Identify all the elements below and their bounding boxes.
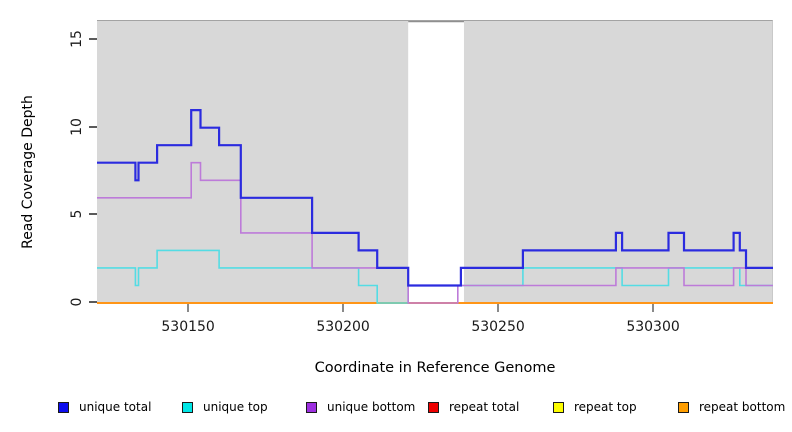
- y-tick-label: 0: [69, 297, 85, 307]
- legend-label: unique top: [203, 400, 268, 414]
- y-axis-label: Read Coverage Depth: [20, 95, 36, 249]
- legend-swatch-repeat-total: [428, 401, 439, 413]
- x-tick-mark: [342, 304, 345, 312]
- legend-label: repeat top: [574, 400, 637, 414]
- legend-swatch-unique-top: [182, 401, 193, 413]
- x-tick-label: 530250: [471, 319, 525, 335]
- x-tick-label: 530150: [161, 319, 215, 335]
- y-tick-mark: [89, 213, 97, 216]
- y-tick-label: 10: [69, 117, 85, 136]
- chart-svg: [97, 21, 773, 304]
- x-tick-label: 530200: [316, 319, 370, 335]
- x-tick-mark: [652, 304, 655, 312]
- legend-item-unique-top: unique top: [182, 399, 268, 415]
- legend-label: unique bottom: [327, 400, 416, 414]
- plot-panel: [97, 20, 773, 304]
- series-line-unique-bottom: [97, 161, 773, 304]
- masked-region-band: [408, 21, 464, 304]
- legend-swatch-repeat-top: [553, 401, 564, 413]
- legend-swatch-unique-total: [58, 401, 69, 413]
- series-line-unique-total: [97, 109, 773, 287]
- series-line-unique-top: [97, 249, 773, 304]
- legend-swatch-unique-bottom: [306, 401, 317, 413]
- legend-label: unique total: [79, 400, 152, 414]
- y-tick-label: 15: [69, 30, 85, 48]
- x-axis-label: Coordinate in Reference Genome: [314, 360, 556, 376]
- legend-item-unique-total: unique total: [58, 399, 151, 415]
- legend-item-repeat-bottom: repeat bottom: [678, 399, 785, 415]
- x-tick-mark: [187, 304, 190, 312]
- legend-label: repeat bottom: [699, 400, 786, 414]
- y-tick-label: 5: [69, 209, 85, 219]
- legend-item-repeat-total: repeat total: [428, 399, 519, 415]
- x-tick-label: 530300: [626, 319, 680, 335]
- y-tick-mark: [89, 301, 97, 303]
- legend-item-unique-bottom: unique bottom: [306, 399, 415, 415]
- legend-item-repeat-top: repeat top: [553, 399, 637, 415]
- legend-swatch-repeat-bottom: [678, 401, 689, 413]
- legend-label: repeat total: [449, 400, 520, 414]
- x-tick-mark: [497, 304, 500, 312]
- y-tick-mark: [89, 38, 97, 40]
- y-tick-mark: [89, 125, 97, 128]
